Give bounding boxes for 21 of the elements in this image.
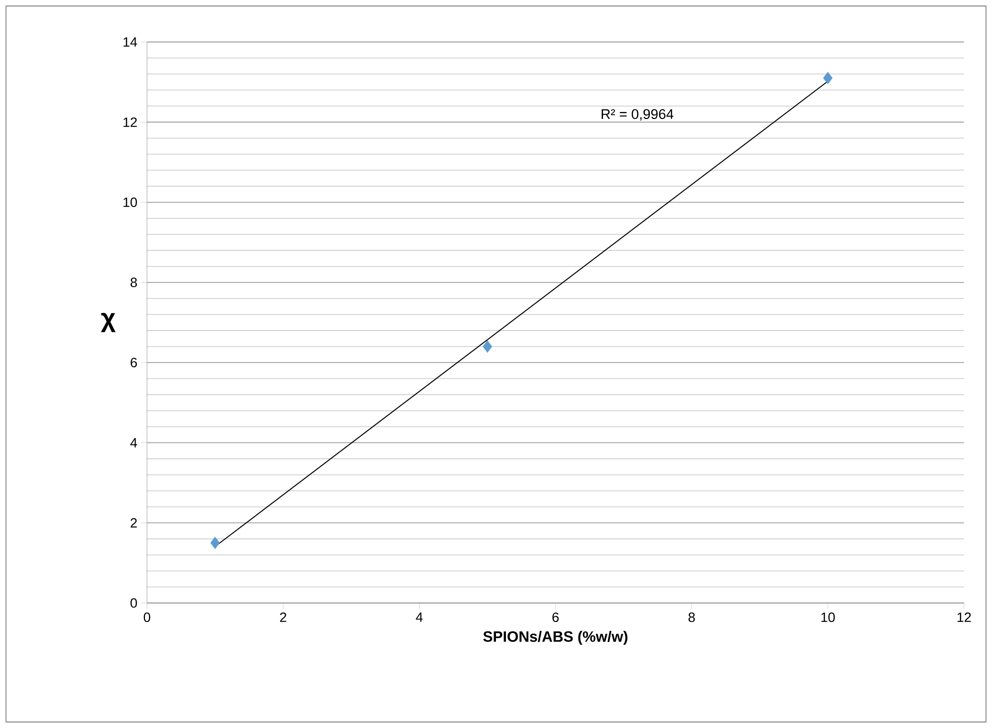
x-tick-label: 10: [821, 612, 835, 622]
y-tick-label: 8: [130, 278, 137, 288]
x-tick-label: 0: [144, 612, 150, 622]
annotation: R² = 0,9964: [602, 109, 674, 121]
y-tick-label: 4: [130, 438, 138, 448]
point: [210, 536, 220, 550]
point: [482, 340, 492, 353]
point: [823, 72, 833, 84]
y-tick-label: 14: [124, 37, 138, 47]
x-tick-label: 8: [688, 612, 695, 622]
x-tick-label: 12: [958, 612, 971, 622]
y-tick-label: 12: [124, 117, 137, 127]
x-tick-label: 6: [552, 612, 559, 622]
y-axis-title: χ: [100, 312, 116, 332]
x-axis-title: SPIONs/ABS (%w/w): [483, 630, 628, 645]
x-tick-label: 4: [416, 612, 423, 622]
y-tick-label: 6: [130, 358, 137, 368]
y-tick-label: 2: [130, 518, 137, 528]
x-tick-label: 2: [280, 612, 286, 622]
y-tick-label: 0: [130, 598, 137, 608]
y-tick-label: 10: [124, 198, 137, 208]
